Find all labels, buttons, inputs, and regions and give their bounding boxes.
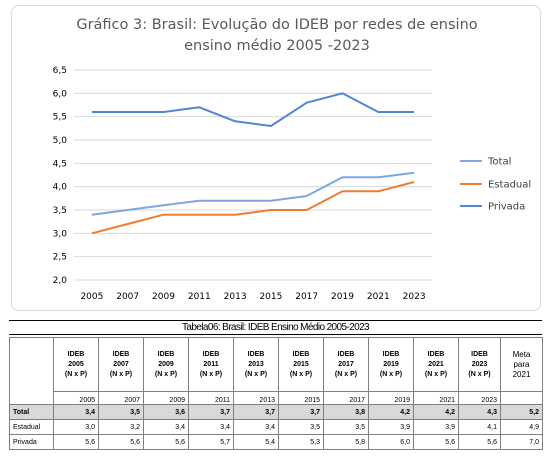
header-cell: IDEB 2009 (N x P) — [143, 337, 189, 392]
y-tick-label: 6,0 — [53, 89, 68, 99]
table-cell: 4,2 — [413, 404, 459, 420]
table-cell: 4,1 — [458, 419, 501, 435]
table-cell: 5,6 — [98, 434, 144, 450]
subheader-corner-cell — [9, 391, 54, 405]
table-cell: 5,6 — [413, 434, 459, 450]
y-tick-label: 2,5 — [53, 253, 67, 263]
x-tick-label: 2017 — [295, 292, 318, 302]
table-cell: 3,8 — [323, 404, 369, 420]
subheader-cell: 2007 — [98, 391, 144, 405]
table-header-row: IDEB 2005 (N x P) IDEB 2007 (N x P) IDEB 2009… — [9, 337, 543, 392]
series-line-privada — [91, 92, 415, 127]
table-cell: 5,4 — [233, 434, 279, 450]
x-tick-label: 2011 — [188, 292, 211, 302]
table-cell: 3,6 — [143, 404, 189, 420]
y-tick-label: 5,0 — [53, 136, 68, 146]
table-cell: 3,5 — [323, 419, 369, 435]
line-chart: 6,5 6,0 5,5 5,0 4,5 4,0 3,5 3,0 2,5 2,0 2005 2007 20… — [53, 66, 532, 302]
table-cell: 3,7 — [233, 404, 279, 420]
table-row: Estadual 3,0 3,2 3,4 3,4 3,4 3,5 3,5 3,9… — [9, 419, 543, 435]
table-cell: 3,0 — [53, 419, 99, 435]
x-tick-label: 2005 — [80, 292, 103, 302]
x-tick-label: 2007 — [116, 292, 139, 302]
table-cell: 3,4 — [53, 404, 99, 420]
subheader-cell — [500, 391, 543, 405]
series-line-estadual — [91, 181, 415, 235]
chart-title: Gráfico 3: Brasil: Evolução do IDEB por … — [76, 17, 478, 33]
table-cell: 3,5 — [98, 404, 144, 420]
header-cell: IDEB 2023 (N x P) — [458, 337, 501, 392]
x-tick-label: 2023 — [403, 292, 426, 302]
y-tick-label: 2,0 — [53, 276, 68, 286]
subheader-cell: 2009 — [143, 391, 189, 405]
table-cell: 3,2 — [98, 419, 144, 435]
chart-container: Gráfico 3: Brasil: Evolução do IDEB por … — [11, 5, 541, 311]
subheader-cell: 2021 — [413, 391, 459, 405]
subheader-cell: 2017 — [323, 391, 369, 405]
table-cell: 5,6 — [143, 434, 189, 450]
y-tick-label: 4,5 — [53, 159, 67, 169]
subheader-cell: 2019 — [368, 391, 414, 405]
x-tick-label: 2021 — [367, 292, 390, 302]
subheader-cell: 2013 — [233, 391, 279, 405]
header-cell: IDEB 2021 (N x P) — [413, 337, 459, 392]
header-cell: IDEB 2019 (N x P) — [368, 337, 414, 392]
x-tick-label: 2013 — [224, 292, 247, 302]
table-cell: 3,7 — [278, 404, 324, 420]
row-label: Estadual — [9, 419, 54, 435]
ideb-table: IDEB 2005 (N x P) IDEB 2007 (N x P) IDEB 2009… — [9, 337, 543, 450]
y-tick-label: 5,5 — [53, 113, 67, 123]
legend-label: Estadual — [488, 180, 531, 191]
table-cell: 3,4 — [233, 419, 279, 435]
y-tick-label: 3,0 — [53, 229, 68, 239]
table-row: Privada 5,6 5,6 5,6 5,7 5,4 5,3 5,8 6,0 … — [9, 434, 543, 450]
series-line-total — [91, 171, 415, 216]
header-cell: IDEB 2017 (N x P) — [323, 337, 369, 392]
subheader-cell: 2005 — [53, 391, 99, 405]
subheader-cell: 2011 — [188, 391, 234, 405]
table-caption: Tabela06: Brasil: IDEB Ensino Médio 2005… — [9, 320, 542, 335]
x-tick-label: 2009 — [152, 292, 175, 302]
meta-header-cell: Meta para 2021 — [500, 337, 543, 392]
table-cell: 3,9 — [413, 419, 459, 435]
table-cell: 4,2 — [368, 404, 414, 420]
table-cell: 5,7 — [188, 434, 234, 450]
table-cell: 5,3 — [278, 434, 324, 450]
table-cell: 4,3 — [458, 404, 501, 420]
y-tick-label: 6,5 — [53, 66, 67, 76]
table-cell: 3,4 — [143, 419, 189, 435]
x-tick-label: 2019 — [331, 292, 354, 302]
table-cell: 3,7 — [188, 404, 234, 420]
row-label: Total — [9, 404, 54, 420]
table-cell: 5,8 — [323, 434, 369, 450]
chart-subtitle: ensino médio 2005 -2023 — [184, 38, 370, 54]
header-cell: IDEB 2015 (N x P) — [278, 337, 324, 392]
x-tick-label: 2015 — [259, 292, 282, 302]
table-cell: 3,4 — [188, 419, 234, 435]
table-cell: 4,9 — [500, 419, 543, 435]
table-subheader-row: 2005 2007 2009 2011 2013 2015 2017 2019 … — [9, 391, 543, 405]
table-cell: 3,5 — [278, 419, 324, 435]
legend-label: Privada — [488, 202, 525, 213]
table-cell: 5,6 — [458, 434, 501, 450]
table-cell: 6,0 — [368, 434, 414, 450]
y-tick-label: 3,5 — [53, 206, 67, 216]
legend-label: Total — [487, 157, 511, 168]
table-cell: 3,9 — [368, 419, 414, 435]
header-cell: IDEB 2013 (N x P) — [233, 337, 279, 392]
table-cell: 5,6 — [53, 434, 99, 450]
header-cell: IDEB 2007 (N x P) — [98, 337, 144, 392]
header-cell: IDEB 2005 (N x P) — [53, 337, 99, 392]
table-row: Total 3,4 3,5 3,6 3,7 3,7 3,7 3,8 4,2 4,… — [9, 404, 543, 420]
y-tick-label: 4,0 — [53, 183, 68, 193]
table-corner-cell — [9, 337, 54, 392]
row-label: Privada — [9, 434, 54, 450]
subheader-cell: 2023 — [458, 391, 501, 405]
header-cell: IDEB 2011 (N x P) — [188, 337, 234, 392]
table-cell: 7,0 — [500, 434, 543, 450]
subheader-cell: 2015 — [278, 391, 324, 405]
table-cell: 5,2 — [500, 404, 543, 420]
